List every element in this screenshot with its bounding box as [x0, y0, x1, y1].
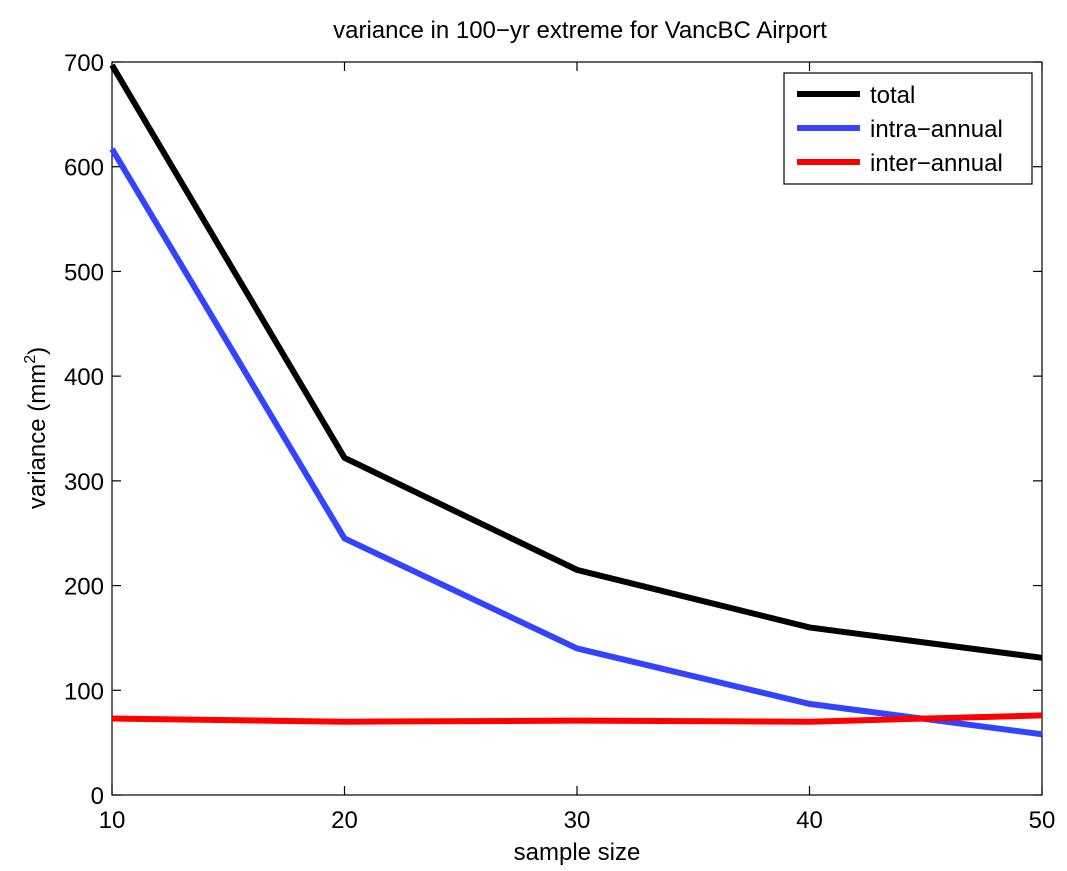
axis-ticks	[111, 61, 1043, 796]
y-tick-label: 600	[64, 155, 104, 182]
series-line-total	[109, 63, 1043, 661]
y-tick-label: 100	[64, 678, 104, 705]
y-tick-label: 200	[64, 574, 104, 601]
x-axis-label: sample size	[514, 839, 641, 866]
y-tick-label: 300	[64, 469, 104, 496]
chart-title: variance in 100−yr extreme for VancBC Ai…	[333, 17, 827, 44]
y-axis-label: variance (mm2)	[22, 347, 51, 509]
x-tick-label: 50	[1029, 807, 1056, 834]
y-axis-label-end: )	[24, 347, 51, 355]
y-axis-label-main: variance (mm	[24, 364, 51, 509]
series-line-inter-annual	[111, 712, 1043, 725]
series-line-intra-annual	[109, 147, 1043, 738]
y-tick-label: 700	[64, 50, 104, 77]
x-tick-label: 20	[331, 807, 358, 834]
legend-label-intra-annual: intra−annual	[870, 116, 1003, 143]
y-tick-label: 400	[64, 364, 104, 391]
y-tick-label: 500	[64, 259, 104, 286]
y-tick-labels: 0 100 200 300 400 500 600 700	[64, 50, 104, 810]
x-tick-labels: 10 20 30 40 50	[99, 807, 1056, 834]
x-tick-label: 40	[796, 807, 823, 834]
x-tick-label: 30	[564, 807, 591, 834]
x-tick-label: 10	[99, 807, 126, 834]
legend-label-inter-annual: inter−annual	[870, 150, 1003, 177]
legend-label-total: total	[870, 82, 915, 109]
y-tick-label: 0	[91, 783, 104, 810]
legend: total intra−annual inter−annual	[783, 72, 1033, 185]
series-lines	[109, 63, 1043, 738]
y-axis-label-superscript: 2	[22, 355, 39, 364]
